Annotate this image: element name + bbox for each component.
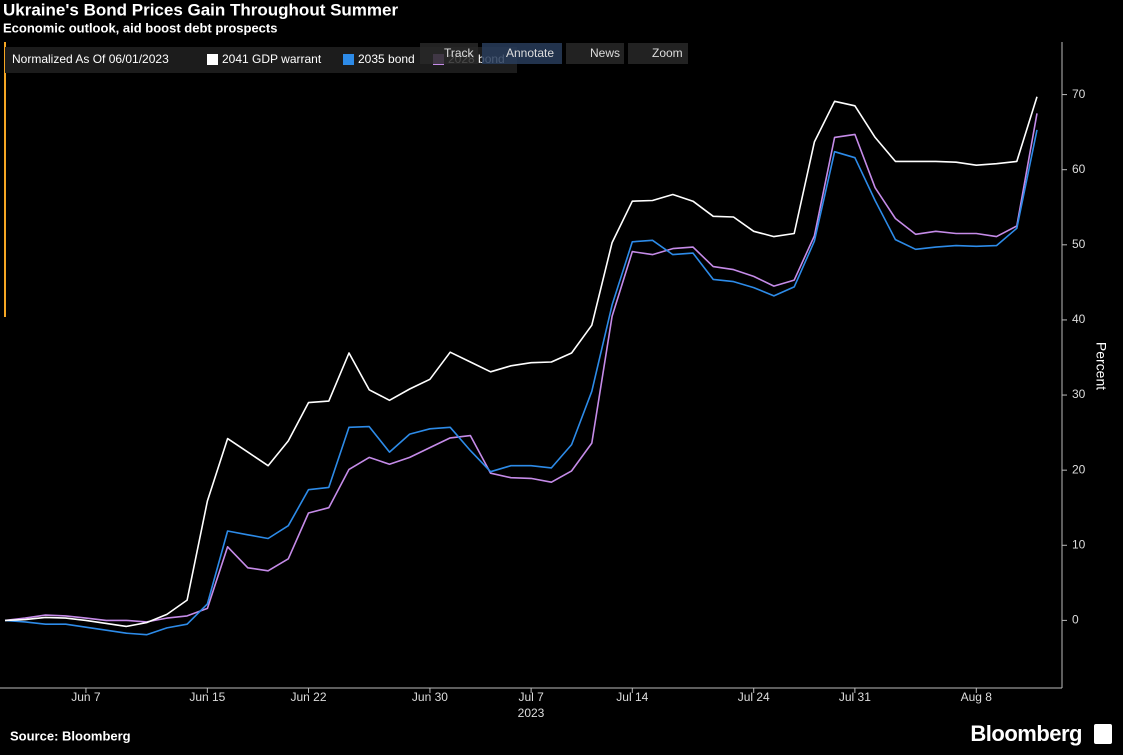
toolbar: Track Annotate News Zoom bbox=[420, 43, 688, 64]
x-tick-label: Jun 22 bbox=[291, 690, 327, 704]
y-tick-label: 30 bbox=[1072, 387, 1086, 401]
x-axis-label: 2023 bbox=[518, 706, 545, 720]
x-tick-label: Jun 15 bbox=[189, 690, 225, 704]
y-axis-label: Percent bbox=[1093, 342, 1109, 390]
toolbar-button-label[interactable]: Annotate bbox=[506, 46, 554, 60]
toolbar-button-bg bbox=[420, 43, 478, 64]
y-tick-label: 20 bbox=[1072, 462, 1086, 476]
y-tick-label: 70 bbox=[1072, 87, 1086, 101]
x-tick-label: Jun 30 bbox=[412, 690, 448, 704]
toolbar-button[interactable]: Track bbox=[420, 43, 478, 64]
source: Source: Bloomberg bbox=[10, 728, 131, 743]
line-series bbox=[4, 113, 1038, 623]
y-tick-label: 10 bbox=[1072, 537, 1086, 551]
chart-title: Ukraine's Bond Prices Gain Throughout Su… bbox=[3, 0, 398, 19]
legend-swatch bbox=[207, 54, 218, 65]
legend-swatch bbox=[343, 54, 354, 65]
legend-label: 2035 bond bbox=[358, 52, 415, 66]
legend-label: 2041 GDP warrant bbox=[222, 52, 322, 66]
toolbar-button[interactable]: Zoom bbox=[628, 43, 688, 64]
line-series bbox=[4, 96, 1038, 628]
x-tick-label: Jul 24 bbox=[738, 690, 770, 704]
chart-subtitle: Economic outlook, aid boost debt prospec… bbox=[3, 20, 277, 35]
y-tick-label: 50 bbox=[1072, 237, 1086, 251]
x-tick-label: Jul 14 bbox=[616, 690, 648, 704]
toolbar-button-bg bbox=[628, 43, 688, 64]
y-tick-label: 0 bbox=[1072, 613, 1079, 627]
toolbar-button[interactable]: News bbox=[566, 43, 624, 64]
x-tick-label: Jun 7 bbox=[71, 690, 101, 704]
y-tick-label: 60 bbox=[1072, 162, 1086, 176]
brand: Bloomberg bbox=[970, 721, 1082, 746]
toolbar-button-label[interactable]: Track bbox=[444, 46, 475, 60]
toolbar-button-label[interactable]: Zoom bbox=[652, 46, 683, 60]
y-tick-label: 40 bbox=[1072, 312, 1086, 326]
brand-icon bbox=[1094, 724, 1112, 744]
legend-title: Normalized As Of 06/01/2023 bbox=[12, 52, 169, 66]
line-series bbox=[4, 129, 1038, 636]
toolbar-button-label[interactable]: News bbox=[590, 46, 620, 60]
toolbar-button-bg bbox=[566, 43, 624, 64]
x-tick-label: Aug 8 bbox=[961, 690, 993, 704]
x-tick-label: Jul 31 bbox=[839, 690, 871, 704]
toolbar-button-bg bbox=[482, 43, 562, 64]
x-tick-label: Jul 7 bbox=[518, 690, 544, 704]
toolbar-button[interactable]: Annotate bbox=[482, 43, 562, 64]
